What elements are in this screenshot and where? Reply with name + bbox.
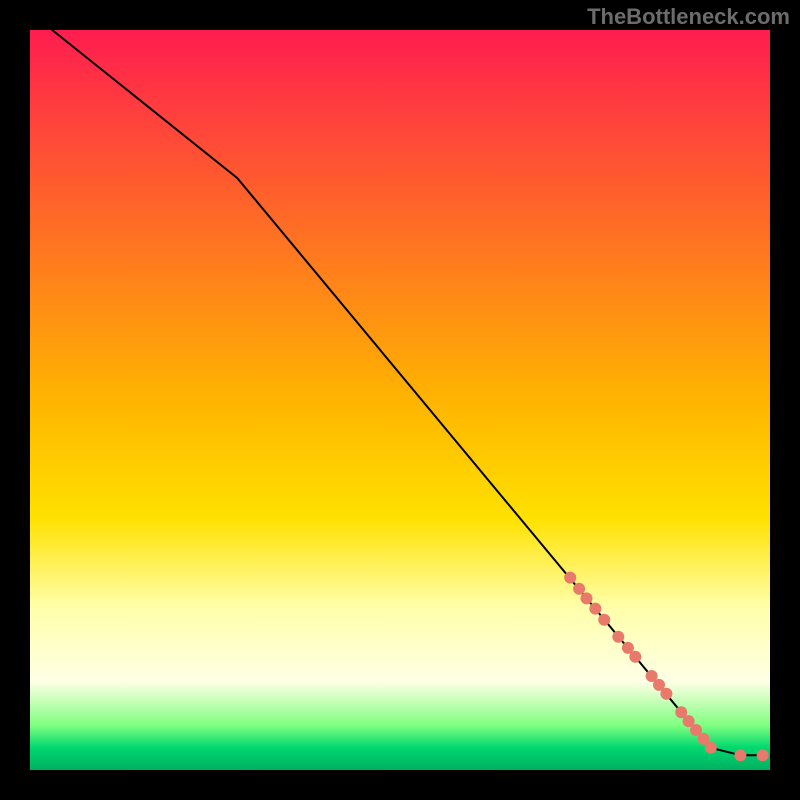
chart-container: TheBottleneck.com — [0, 0, 800, 800]
data-marker — [573, 583, 585, 595]
plot-gradient-background — [30, 30, 770, 770]
data-marker — [757, 749, 769, 761]
data-marker — [734, 749, 746, 761]
data-marker — [705, 742, 717, 754]
data-marker — [629, 651, 641, 663]
data-marker — [564, 572, 576, 584]
watermark-text: TheBottleneck.com — [587, 4, 790, 30]
data-marker — [598, 614, 610, 626]
data-marker — [580, 592, 592, 604]
data-marker — [660, 688, 672, 700]
chart-svg — [0, 0, 800, 800]
data-marker — [612, 631, 624, 643]
data-marker — [589, 603, 601, 615]
